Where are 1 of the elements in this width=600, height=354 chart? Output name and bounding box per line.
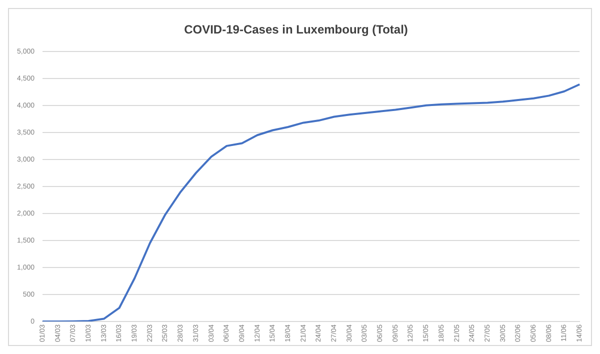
chart-title: COVID-19-Cases in Luxembourg (Total) <box>184 22 408 37</box>
